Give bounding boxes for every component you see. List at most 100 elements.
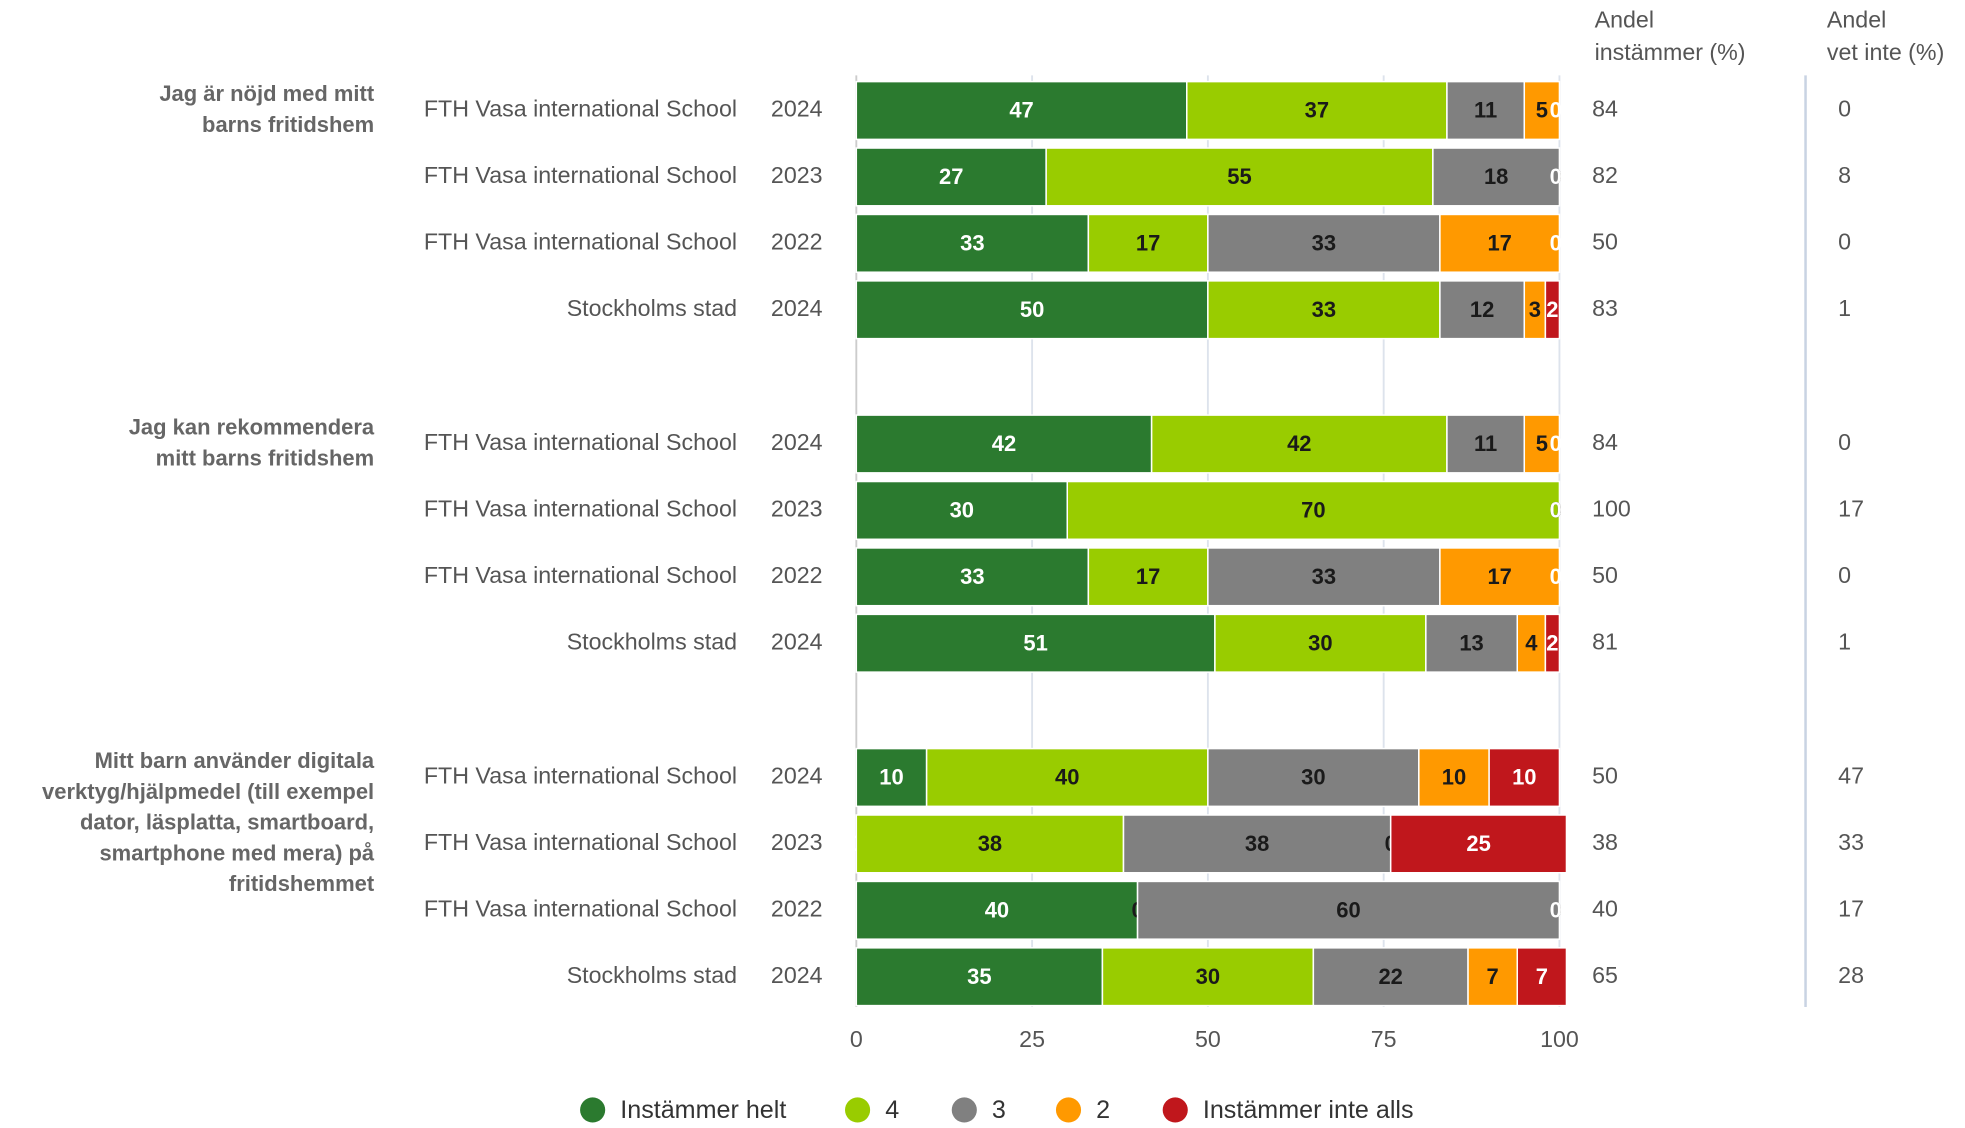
bar-segment [1207, 280, 1441, 340]
bar-segment [1523, 80, 1561, 141]
value-label: 10 [879, 765, 903, 790]
legend-label: 3 [992, 1096, 1006, 1123]
x-tick-label: 50 [1195, 1026, 1221, 1052]
bar-segment [1389, 814, 1568, 874]
bar-segment [1544, 613, 1561, 673]
question-label: mitt barns fritidshem [156, 445, 375, 470]
legend-swatch [1162, 1097, 1188, 1123]
value-label: 0 [1550, 431, 1562, 456]
value-label: 70 [1301, 497, 1325, 522]
bar-segment [855, 747, 928, 808]
column-value: 1 [1838, 295, 1851, 321]
year-label: 2023 [771, 829, 823, 855]
bar-segment [855, 547, 1090, 607]
value-label: 22 [1378, 964, 1402, 989]
category-label: FTH Vasa international School [424, 162, 737, 188]
column-header: Andel [1595, 6, 1654, 32]
bar-segment [1439, 547, 1561, 607]
value-label: 5 [1536, 98, 1548, 123]
bar-segment [855, 80, 1188, 141]
column-value: 50 [1592, 763, 1618, 789]
column-header: vet inte (%) [1827, 39, 1944, 65]
value-label: 33 [1312, 230, 1336, 255]
value-label: 7 [1536, 964, 1548, 989]
question-label: barns fritidshem [202, 112, 374, 137]
bar-segment [1136, 880, 1561, 940]
value-label: 11 [1474, 431, 1497, 456]
value-label: 38 [1245, 831, 1269, 856]
column-value: 50 [1592, 228, 1618, 254]
value-label: 27 [939, 164, 963, 189]
value-label: 55 [1227, 164, 1251, 189]
value-label: 18 [1484, 164, 1508, 189]
bar-segment [925, 747, 1209, 808]
category-label: FTH Vasa international School [424, 562, 737, 588]
bar-segment [1122, 814, 1392, 874]
category-label: FTH Vasa international School [424, 895, 737, 921]
legend-swatch [580, 1097, 606, 1123]
column-value: 1 [1838, 628, 1851, 654]
column-value: 8 [1838, 162, 1851, 188]
column-value: 65 [1592, 962, 1618, 988]
column-value: 83 [1592, 295, 1618, 321]
value-label: 0 [1550, 98, 1562, 123]
value-label: 37 [1305, 98, 1329, 123]
x-tick-label: 100 [1540, 1026, 1579, 1052]
bar-segment [1425, 613, 1519, 673]
category-label: Stockholms stad [567, 295, 737, 321]
value-label: 60 [1336, 897, 1360, 922]
category-label: FTH Vasa international School [424, 829, 737, 855]
bar-segment [1101, 947, 1315, 1007]
value-label: 0 [1550, 897, 1562, 922]
value-label: 25 [1466, 831, 1490, 856]
bar-segment [1207, 547, 1441, 607]
value-label: 30 [950, 497, 974, 522]
value-label: 12 [1470, 297, 1494, 322]
value-label: 17 [1487, 564, 1511, 589]
legend-label: Instämmer inte alls [1203, 1096, 1414, 1123]
x-tick-label: 75 [1371, 1026, 1397, 1052]
column-value: 0 [1838, 228, 1851, 254]
question-label: dator, läsplatta, smartboard, [80, 810, 374, 835]
value-label: 2 [1546, 297, 1558, 322]
value-label: 0 [1550, 164, 1562, 189]
column-value: 0 [1838, 562, 1851, 588]
legend-label: 2 [1096, 1096, 1110, 1123]
value-label: 40 [1055, 765, 1079, 790]
bar-segment [1544, 280, 1561, 340]
bar-segment [1045, 147, 1434, 207]
question-label: verktyg/hjälpmedel (till exempel [42, 779, 374, 804]
value-label: 0 [1550, 497, 1562, 522]
value-label: 42 [992, 431, 1016, 456]
year-label: 2024 [771, 96, 823, 122]
column-value: 81 [1592, 628, 1618, 654]
column-header: Andel [1827, 6, 1886, 32]
bar-segment [855, 147, 1047, 207]
bar-segment [855, 814, 1125, 874]
value-label: 0 [1550, 230, 1562, 255]
column-value: 47 [1838, 763, 1864, 789]
value-label: 0 [1550, 164, 1562, 189]
category-label: FTH Vasa international School [424, 228, 737, 254]
bar-segment [855, 947, 1104, 1007]
bar-segment [1207, 747, 1420, 808]
category-label: FTH Vasa international School [424, 763, 737, 789]
legend-swatch [1055, 1097, 1082, 1123]
value-label: 17 [1487, 230, 1511, 255]
bar-segment [1467, 947, 1519, 1007]
value-label: 0 [1550, 497, 1562, 522]
value-label: 2 [1546, 630, 1558, 655]
bar-segment [1523, 414, 1561, 474]
value-label: 33 [1312, 564, 1336, 589]
value-label: 33 [960, 564, 984, 589]
category-label: FTH Vasa international School [424, 96, 737, 122]
bar-segment [855, 213, 1090, 273]
value-label: 40 [985, 897, 1009, 922]
value-label: 30 [1196, 964, 1220, 989]
value-label: 13 [1459, 630, 1483, 655]
bar-segment [855, 414, 1153, 474]
column-value: 38 [1592, 829, 1618, 855]
column-value: 17 [1838, 895, 1864, 921]
year-label: 2023 [771, 162, 823, 188]
